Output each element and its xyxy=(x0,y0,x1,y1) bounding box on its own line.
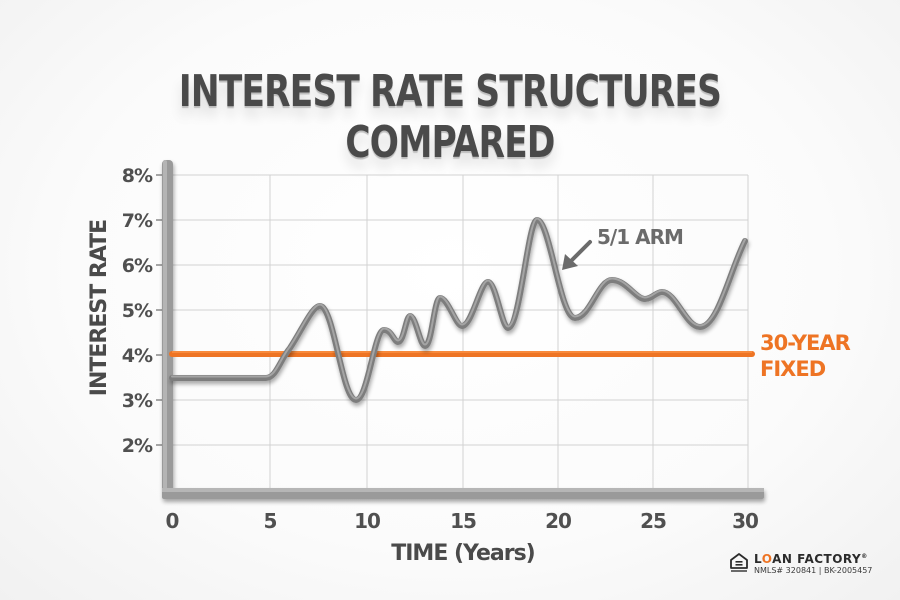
svg-text:10: 10 xyxy=(354,509,380,533)
arrow-icon xyxy=(562,254,578,270)
fixed-rate-series xyxy=(169,347,755,361)
svg-text:25: 25 xyxy=(640,509,666,533)
axes xyxy=(162,160,764,499)
svg-text:8%: 8% xyxy=(122,165,153,187)
svg-text:FIXED: FIXED xyxy=(760,357,826,381)
arm-annotation: 5/1 ARM xyxy=(562,225,684,270)
x-tick-labels: 0 5 10 15 20 25 30 xyxy=(166,509,759,533)
svg-text:0: 0 xyxy=(166,509,179,533)
svg-text:5/1 ARM: 5/1 ARM xyxy=(597,225,683,249)
brand-name: LOAN FACTORY® xyxy=(754,552,868,566)
equal-housing-lender-icon xyxy=(730,553,748,572)
svg-text:3%: 3% xyxy=(122,390,153,412)
license-info: NMLS# 320841 | BK-2005457 xyxy=(754,566,873,575)
svg-text:30-YEAR: 30-YEAR xyxy=(760,331,851,355)
svg-text:20: 20 xyxy=(545,509,571,533)
arm-series xyxy=(169,217,748,403)
fixed-annotation: 30-YEAR FIXED xyxy=(760,331,852,381)
y-axis-label: INTEREST RATE xyxy=(87,220,112,396)
y-tick-marks xyxy=(156,174,163,446)
svg-text:4%: 4% xyxy=(122,345,153,367)
svg-text:15: 15 xyxy=(450,509,476,533)
svg-text:30: 30 xyxy=(732,509,758,533)
svg-text:2%: 2% xyxy=(122,435,153,457)
chart-title: INTEREST RATE STRUCTURES COMPARED xyxy=(178,66,722,168)
svg-text:5%: 5% xyxy=(122,300,153,322)
x-axis-label: TIME (Years) xyxy=(391,541,535,566)
y-tick-labels: 8% 7% 6% 5% 4% 3% 2% xyxy=(122,165,154,457)
svg-text:7%: 7% xyxy=(122,210,153,232)
svg-text:5: 5 xyxy=(264,509,277,533)
svg-text:6%: 6% xyxy=(122,255,153,277)
brand-logo: LOAN FACTORY® NMLS# 320841 | BK-2005457 xyxy=(730,553,872,575)
grid xyxy=(172,174,749,498)
